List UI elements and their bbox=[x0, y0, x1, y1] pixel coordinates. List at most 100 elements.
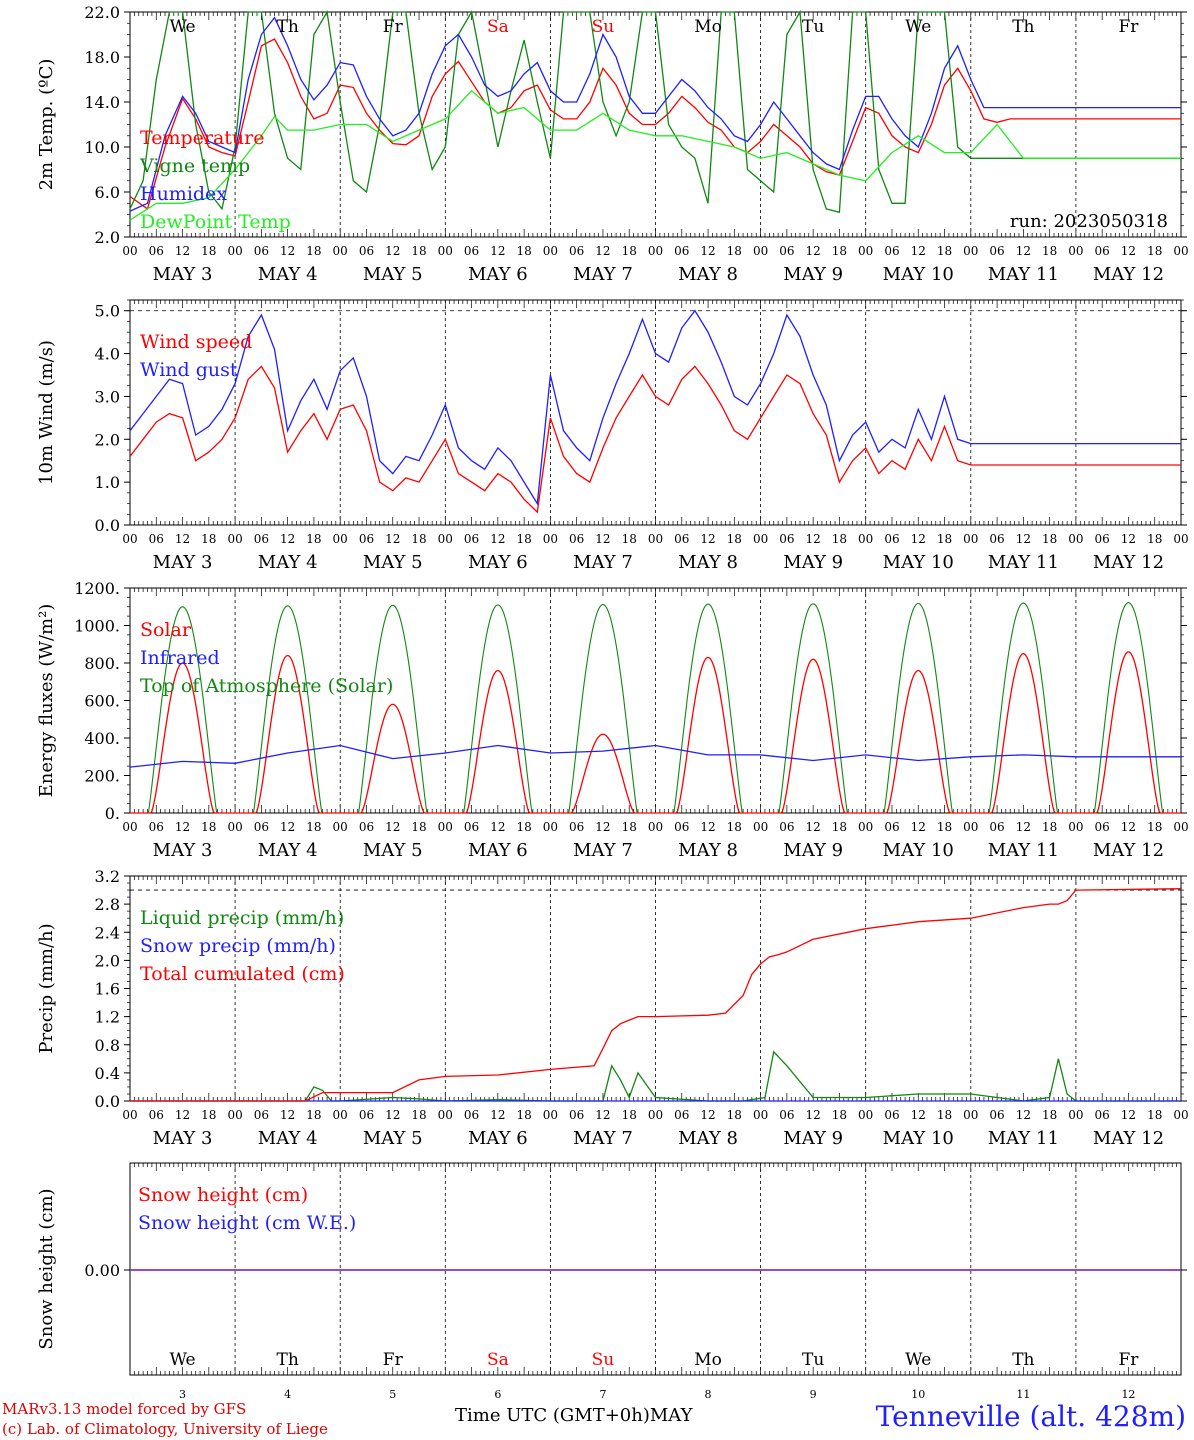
solar-line bbox=[550, 733, 656, 814]
y-tick-label: 1200. bbox=[74, 579, 120, 598]
hour-tick-label: 12 bbox=[806, 532, 821, 546]
hour-tick-label: 00 bbox=[227, 244, 242, 258]
total-cumulated-cm-line bbox=[130, 888, 1182, 1102]
date-label: MAY 11 bbox=[988, 840, 1059, 861]
hour-tick-label: 06 bbox=[989, 1108, 1004, 1122]
humidex-line bbox=[129, 16, 1181, 212]
hour-tick-label: 00 bbox=[1068, 1108, 1083, 1122]
day-number-label: 4 bbox=[284, 1388, 291, 1401]
hour-tick-label: 00 bbox=[122, 244, 137, 258]
hour-tick-label: 00 bbox=[227, 1108, 242, 1122]
y-tick-label: 400. bbox=[84, 729, 120, 748]
toa-solar-line bbox=[235, 605, 341, 814]
hour-tick-label: 00 bbox=[227, 820, 242, 834]
hour-tick-label: 06 bbox=[674, 532, 689, 546]
legend-entry: Total cumulated (cm) bbox=[140, 963, 345, 985]
toa-solar-line bbox=[655, 603, 761, 814]
y-axis-label: Precip (mm/h) bbox=[36, 923, 57, 1053]
hour-tick-label: 12 bbox=[490, 1108, 505, 1122]
hour-tick-label: 06 bbox=[1095, 1108, 1110, 1122]
hour-tick-label: 00 bbox=[963, 1108, 978, 1122]
hour-tick-label: 12 bbox=[1121, 1108, 1136, 1122]
toa-solar-line bbox=[865, 602, 971, 814]
hour-tick-label: 12 bbox=[1121, 820, 1136, 834]
y-axis-label: 10m Wind (m/s) bbox=[36, 340, 57, 485]
weekday-label: Th bbox=[277, 17, 299, 37]
weekday-label: Tu bbox=[802, 1350, 824, 1370]
weekday-label: We bbox=[905, 1350, 931, 1370]
day-number-label: 10 bbox=[911, 1388, 925, 1401]
hour-tick-label: 06 bbox=[359, 532, 374, 546]
hour-tick-label: 00 bbox=[1173, 532, 1188, 546]
weekday-label: Su bbox=[592, 17, 615, 37]
hour-tick-label: 06 bbox=[359, 1108, 374, 1122]
hour-tick-label: 12 bbox=[490, 532, 505, 546]
date-label: MAY 4 bbox=[258, 552, 318, 573]
hour-tick-label: 00 bbox=[648, 244, 663, 258]
hour-tick-label: 06 bbox=[254, 244, 269, 258]
date-label: MAY 4 bbox=[258, 1128, 318, 1149]
hour-tick-label: 00 bbox=[858, 532, 873, 546]
y-tick-label: 200. bbox=[84, 767, 120, 786]
hour-tick-label: 00 bbox=[1173, 244, 1188, 258]
solar-line bbox=[655, 656, 761, 814]
date-label: MAY 11 bbox=[988, 1128, 1059, 1149]
weekday-label: Fr bbox=[383, 1350, 404, 1370]
hour-tick-label: 12 bbox=[700, 1108, 715, 1122]
hour-tick-label: 06 bbox=[884, 244, 899, 258]
hour-tick-label: 06 bbox=[464, 1108, 479, 1122]
date-label: MAY 7 bbox=[573, 840, 633, 861]
y-tick-label: 0.8 bbox=[95, 1036, 120, 1055]
y-tick-label: 800. bbox=[84, 654, 120, 673]
hour-tick-label: 00 bbox=[858, 1108, 873, 1122]
day-number-label: 3 bbox=[179, 1388, 186, 1401]
y-tick-label: 0.0 bbox=[95, 1092, 120, 1111]
date-label: MAY 3 bbox=[153, 840, 213, 861]
hour-tick-label: 00 bbox=[227, 532, 242, 546]
station-name: Tenneville (alt. 428m) bbox=[875, 1400, 1186, 1433]
hour-tick-label: 00 bbox=[438, 1108, 453, 1122]
hour-tick-label: 00 bbox=[543, 532, 558, 546]
hour-tick-label: 00 bbox=[753, 820, 768, 834]
hour-tick-label: 12 bbox=[385, 820, 400, 834]
hour-tick-label: 18 bbox=[306, 820, 321, 834]
hour-tick-label: 12 bbox=[806, 244, 821, 258]
toa-solar-line bbox=[550, 603, 656, 814]
solar-line bbox=[865, 669, 971, 814]
day-number-label: 12 bbox=[1121, 1388, 1135, 1401]
hour-tick-label: 06 bbox=[149, 1108, 164, 1122]
solar-line bbox=[970, 652, 1076, 814]
hour-tick-label: 18 bbox=[306, 532, 321, 546]
hour-tick-label: 18 bbox=[1147, 820, 1162, 834]
hour-tick-label: 00 bbox=[1068, 244, 1083, 258]
weekday-label: We bbox=[169, 1350, 195, 1370]
y-tick-label: 18.0 bbox=[84, 48, 120, 67]
hour-tick-label: 18 bbox=[937, 1108, 952, 1122]
hour-tick-label: 00 bbox=[753, 532, 768, 546]
hour-tick-label: 00 bbox=[1068, 532, 1083, 546]
weekday-label: Mo bbox=[694, 1350, 722, 1370]
weekday-label: Mo bbox=[694, 17, 722, 37]
hour-tick-label: 00 bbox=[438, 244, 453, 258]
date-label: MAY 3 bbox=[153, 552, 213, 573]
hour-tick-label: 18 bbox=[622, 532, 637, 546]
date-label: MAY 6 bbox=[468, 840, 528, 861]
date-label: MAY 6 bbox=[468, 264, 528, 285]
hour-tick-label: 18 bbox=[1147, 1108, 1162, 1122]
y-tick-label: 1.0 bbox=[95, 473, 120, 492]
legend-entry: Wind gust bbox=[140, 359, 238, 381]
weekday-label: Fr bbox=[383, 17, 404, 37]
hour-tick-label: 12 bbox=[385, 1108, 400, 1122]
solar-line bbox=[340, 703, 446, 814]
hour-tick-label: 00 bbox=[963, 532, 978, 546]
hour-tick-label: 18 bbox=[411, 820, 426, 834]
hour-tick-label: 00 bbox=[648, 820, 663, 834]
y-tick-label: 2.0 bbox=[95, 951, 120, 970]
hour-tick-label: 06 bbox=[1095, 820, 1110, 834]
y-tick-label: 1000. bbox=[74, 617, 120, 636]
date-label: MAY 8 bbox=[678, 552, 738, 573]
hour-tick-label: 18 bbox=[201, 820, 216, 834]
legend-entry: Top of Atmosphere (Solar) bbox=[140, 675, 393, 697]
hour-tick-label: 18 bbox=[516, 244, 531, 258]
date-label: MAY 8 bbox=[678, 264, 738, 285]
